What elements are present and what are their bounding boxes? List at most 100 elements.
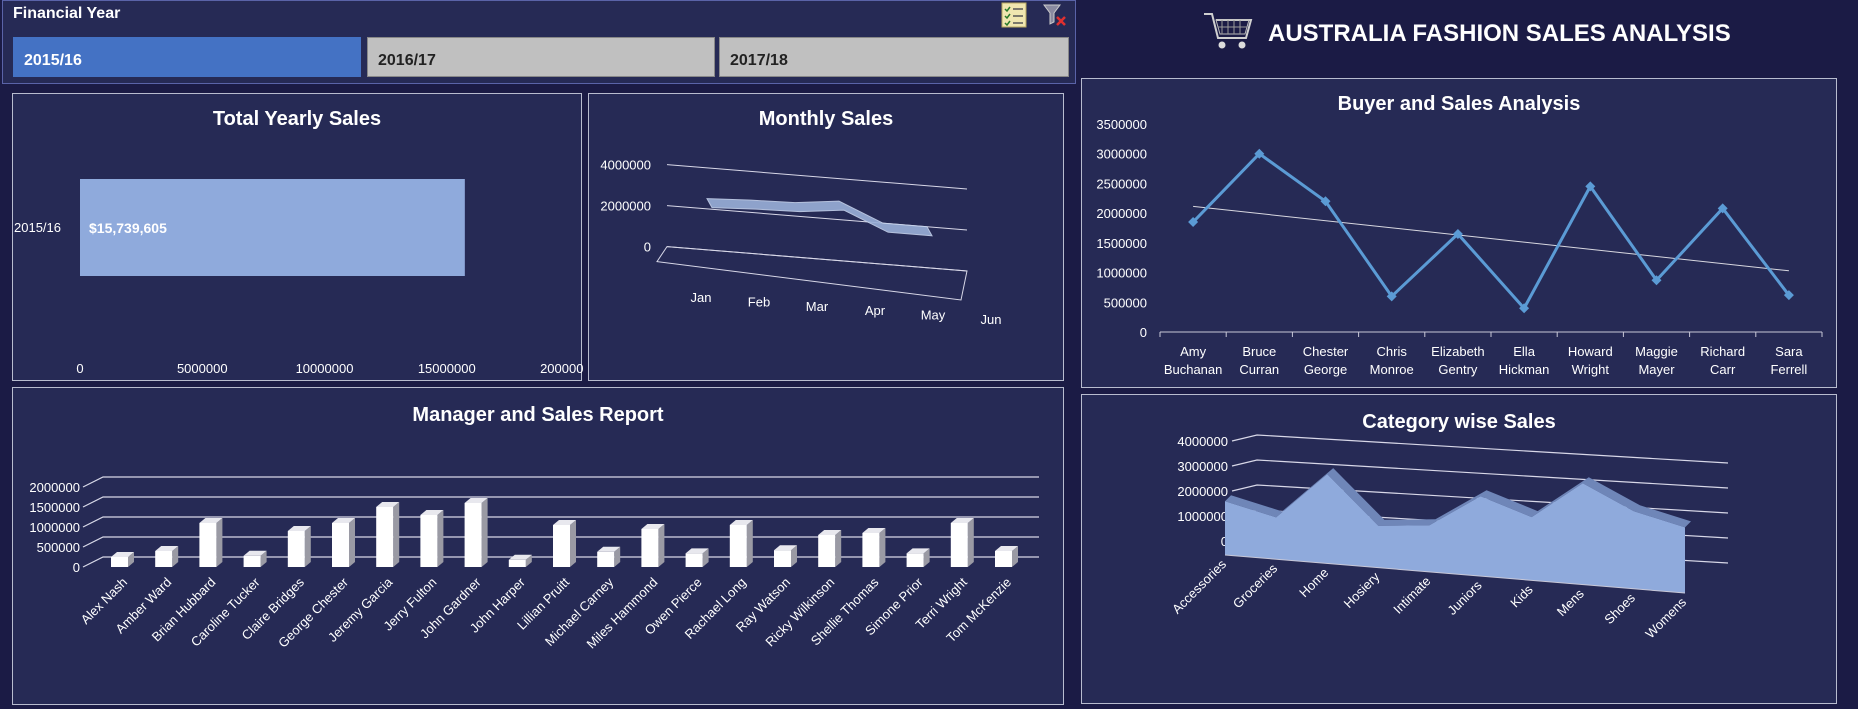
x-tick-label: Carr — [1710, 362, 1736, 377]
x-tick-label: Mayer — [1638, 362, 1675, 377]
bar-side — [791, 545, 797, 567]
x-tick-label: Elizabeth — [1431, 344, 1484, 359]
data-point — [1651, 275, 1662, 286]
y-tick-label: 3000000 — [1177, 459, 1228, 474]
bar — [376, 507, 394, 567]
manager-sales-panel: Manager and Sales Report 0 500000 1000000 1… — [12, 387, 1064, 705]
gridline — [82, 516, 1039, 528]
y-tick-label: 1000000 — [1096, 266, 1147, 281]
x-tick-label: May — [921, 308, 946, 323]
bar — [641, 529, 659, 567]
gridline — [1231, 434, 1729, 464]
x-tick-label: Accessories — [1169, 556, 1230, 617]
gridline — [1231, 459, 1729, 489]
x-tick-label: Monroe — [1370, 362, 1414, 377]
bar — [420, 515, 438, 567]
bar — [243, 555, 261, 567]
bar — [950, 523, 968, 567]
bar-side — [216, 518, 223, 567]
bar-top — [376, 502, 400, 507]
shopping-cart-icon — [1202, 10, 1254, 57]
x-tick-label: 5000000 — [177, 361, 228, 376]
x-tick-label: Buchanan — [1164, 362, 1223, 377]
bar — [553, 525, 570, 567]
bar-side — [1012, 546, 1018, 567]
bar-top — [464, 498, 488, 503]
bar-top — [553, 520, 576, 525]
bar — [597, 551, 615, 567]
x-tick-label: Feb — [748, 294, 770, 309]
bar-side — [570, 520, 576, 567]
clear-filter-icon[interactable] — [1041, 2, 1067, 28]
category-sales-chart: 0 1000000 2000000 3000000 4000000 Accessories… — [1169, 434, 1729, 641]
data-point — [1452, 228, 1463, 239]
financial-year-slicer: Financial Year 2015/16 2016/17 2017/18 — [2, 0, 1076, 84]
gridline — [82, 496, 1039, 508]
multi-select-icon[interactable] — [1001, 2, 1027, 28]
y-tick-label: 4000000 — [1177, 434, 1228, 449]
bar — [80, 179, 465, 276]
x-tick-label: George — [1304, 362, 1347, 377]
x-tick-label: Amy — [1180, 344, 1207, 359]
y-tick-label: 500000 — [37, 540, 80, 555]
gridline — [82, 556, 1039, 568]
y-tick-label: 2000000 — [1096, 206, 1147, 221]
bar-top — [111, 552, 134, 557]
y-tick-label: 500000 — [1104, 295, 1147, 310]
bar — [729, 525, 747, 567]
x-tick-label: Ferrell — [1770, 362, 1807, 377]
x-tick-label: Womens — [1642, 594, 1689, 641]
x-tick-label: Bruce — [1242, 344, 1276, 359]
bar-top — [508, 554, 532, 560]
bar-top — [420, 510, 444, 515]
x-tick-label: Ella — [1513, 344, 1535, 359]
x-tick-label: 20000000 — [540, 361, 583, 376]
x-tick-label: Jan — [691, 290, 712, 305]
x-tick-label: 15000000 — [418, 361, 476, 376]
bar — [287, 531, 305, 567]
bar-side — [879, 528, 886, 567]
gridline — [82, 536, 1039, 548]
data-point — [1519, 303, 1530, 314]
y-tick-label: 4000000 — [600, 158, 651, 173]
bar-top — [950, 518, 974, 523]
x-tick-label: Curran — [1239, 362, 1279, 377]
category-sales-panel: Category wise Sales 0 1000000 2000000 30000… — [1081, 394, 1837, 704]
bar — [818, 535, 836, 567]
bar-side — [349, 518, 355, 567]
x-tick-label: Jun — [981, 312, 1002, 327]
chart-title: Manager and Sales Report — [412, 404, 664, 426]
bar-side — [481, 498, 488, 567]
bar-top — [862, 528, 886, 533]
slicer-item-2016-17[interactable]: 2016/17 — [367, 37, 715, 77]
x-tick-label: Groceries — [1230, 560, 1281, 611]
bar-side — [614, 546, 621, 567]
data-point — [1585, 181, 1596, 192]
bar-side — [923, 548, 930, 567]
bar — [508, 559, 526, 567]
buyer-sales-chart: 0 500000 1000000 1500000 2000000 2500000 30000… — [1096, 117, 1823, 377]
x-tick-label: Shoes — [1601, 590, 1638, 627]
chart-title: Total Yearly Sales — [212, 108, 382, 130]
y-tick-label: 1500000 — [1096, 236, 1147, 251]
x-tick-label: 0 — [76, 361, 83, 376]
dashboard-banner: AUSTRALIA FASHION SALES ANALYSIS — [1080, 0, 1858, 70]
y-tick-label: 2500000 — [1096, 176, 1147, 191]
x-axis — [1224, 554, 1686, 594]
bar — [906, 553, 924, 567]
bar-side — [658, 524, 665, 567]
x-tick-label: Sara — [1775, 344, 1803, 359]
slicer-item-2015-16[interactable]: 2015/16 — [13, 37, 361, 77]
series-line — [1192, 151, 1791, 311]
bar-top — [818, 530, 842, 535]
bar-side — [393, 502, 400, 567]
data-point — [1386, 291, 1397, 302]
y-tick-label: 3500000 — [1096, 117, 1147, 132]
bar — [774, 550, 791, 567]
bar — [332, 523, 349, 567]
data-point — [1188, 217, 1199, 228]
slicer-item-2017-18[interactable]: 2017/18 — [719, 37, 1069, 77]
bar-side — [304, 526, 311, 567]
bar-top — [995, 546, 1018, 551]
